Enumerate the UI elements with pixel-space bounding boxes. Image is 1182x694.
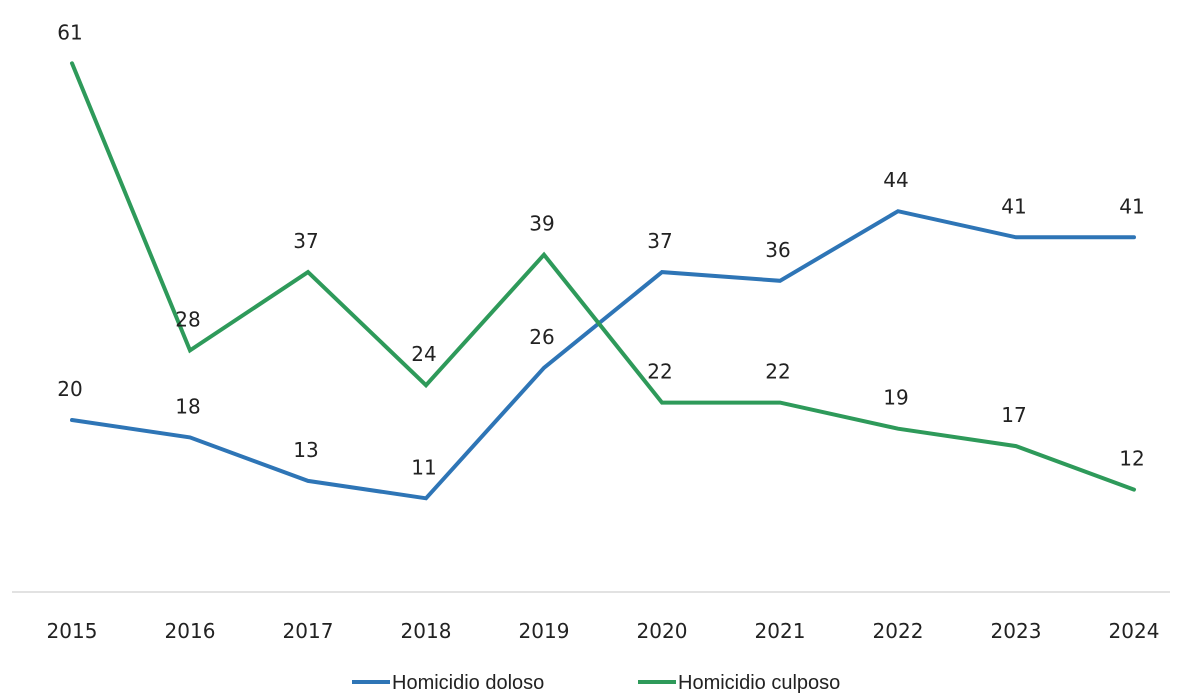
data-label-1-2016: 28	[175, 307, 200, 331]
data-label-0-2015: 20	[57, 377, 82, 401]
x-tick-label-2017: 2017	[283, 619, 334, 643]
data-label-0-2021: 36	[765, 238, 790, 262]
x-tick-label-2019: 2019	[519, 619, 570, 643]
data-label-1-2017: 37	[293, 229, 318, 253]
series-line-1	[70, 61, 1136, 492]
x-tick-label-2023: 2023	[991, 619, 1042, 643]
series-line-0	[70, 209, 1136, 501]
data-label-1-2018: 24	[411, 342, 436, 366]
x-tick-label-2016: 2016	[165, 619, 216, 643]
data-label-1-2024: 12	[1119, 447, 1144, 471]
data-label-0-2020: 37	[647, 229, 672, 253]
data-label-0-2016: 18	[175, 394, 200, 418]
data-label-0-2024: 41	[1119, 194, 1144, 218]
legend-label-0: Homicidio doloso	[392, 672, 544, 694]
legend-label-1: Homicidio culposo	[678, 672, 840, 694]
data-label-1-2019: 39	[529, 212, 554, 236]
data-label-0-2017: 13	[293, 438, 318, 462]
x-tick-label-2024: 2024	[1109, 619, 1160, 643]
data-label-1-2015: 61	[57, 20, 82, 44]
data-label-1-2020: 22	[647, 360, 672, 384]
data-label-0-2022: 44	[883, 168, 908, 192]
data-label-1-2023: 17	[1001, 403, 1026, 427]
x-tick-label-2015: 2015	[47, 619, 98, 643]
x-tick-label-2021: 2021	[755, 619, 806, 643]
data-label-1-2021: 22	[765, 360, 790, 384]
x-tick-label-2020: 2020	[637, 619, 688, 643]
data-label-0-2019: 26	[529, 325, 554, 349]
legend: Homicidio doloso Homicidio culposo	[352, 672, 840, 694]
data-labels: 20 18 13 11 26 37 36 44 41 41 61 28 37 24 39 22 22 19 17 12	[57, 20, 1144, 479]
series-lines	[70, 61, 1136, 501]
data-label-0-2018: 11	[411, 455, 436, 479]
data-label-0-2023: 41	[1001, 194, 1026, 218]
data-label-1-2022: 19	[883, 386, 908, 410]
x-tick-label-2022: 2022	[873, 619, 924, 643]
x-tick-label-2018: 2018	[401, 619, 452, 643]
x-axis-tick-labels: 2015 2016 2017 2018 2019 2020 2021 2022 2023 2024	[47, 619, 1160, 643]
